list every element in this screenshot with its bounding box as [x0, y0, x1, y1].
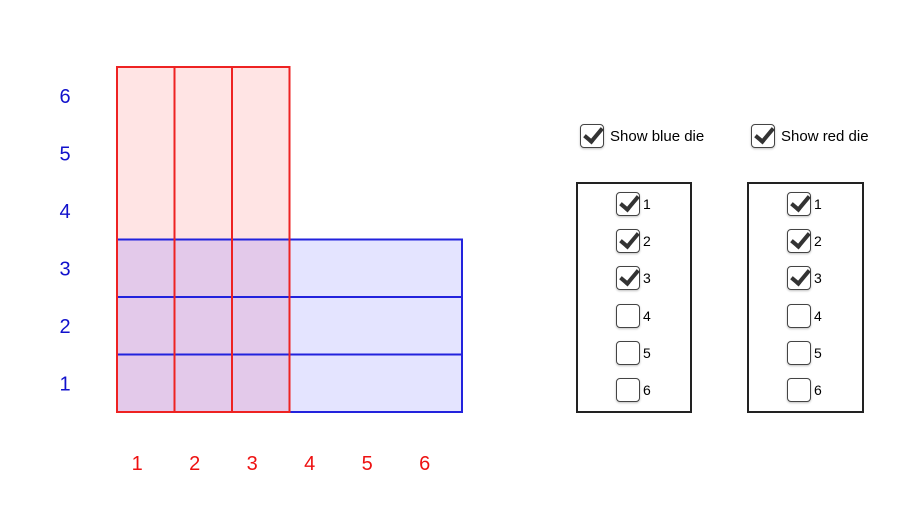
- red-die-value-6-checkbox[interactable]: [787, 378, 811, 402]
- red-die-label-6: 6: [419, 453, 430, 475]
- blue-die-label-3: 3: [59, 258, 70, 280]
- red-die-value-4-label: 4: [814, 307, 822, 324]
- blue-die-value-3[interactable]: 3: [616, 266, 651, 291]
- blue-die-value-1[interactable]: 1: [616, 192, 651, 216]
- red-die-value-5-checkbox[interactable]: [787, 340, 811, 365]
- blue-die-value-4-label: 4: [643, 307, 651, 324]
- show-red-die-toggle[interactable]: Show red die: [751, 124, 869, 148]
- blue-die-label-5: 5: [59, 143, 70, 165]
- red-die-value-2-checkbox[interactable]: [787, 229, 811, 254]
- red-strip-3: [231, 66, 291, 413]
- blue-die-value-1-checkbox[interactable]: [616, 192, 640, 216]
- red-die-value-2[interactable]: 2: [787, 229, 822, 254]
- red-die-value-4-checkbox[interactable]: [787, 303, 811, 328]
- blue-die-value-6[interactable]: 6: [616, 378, 651, 402]
- show-blue-die-label: Show blue die: [610, 127, 705, 145]
- show-blue-die-toggle[interactable]: Show blue die: [580, 124, 704, 148]
- blue-die-label-6: 6: [59, 86, 70, 108]
- blue-die-value-panel: 1 2 3 4 5 6: [576, 182, 692, 413]
- blue-die-value-2-checkbox[interactable]: [616, 229, 640, 254]
- blue-die-value-3-checkbox[interactable]: [616, 266, 640, 291]
- blue-die-value-1-label: 1: [643, 196, 651, 212]
- show-red-die-checkbox[interactable]: [751, 124, 775, 148]
- red-die-label-3: 3: [247, 453, 258, 475]
- red-die-value-6[interactable]: 6: [787, 378, 822, 402]
- red-die-value-4[interactable]: 4: [787, 303, 822, 328]
- show-red-die-label: Show red die: [781, 127, 869, 145]
- blue-die-value-6-label: 6: [643, 382, 651, 398]
- red-die-label-2: 2: [189, 453, 200, 475]
- red-die-label-5: 5: [362, 453, 373, 475]
- blue-die-value-6-checkbox[interactable]: [616, 378, 640, 402]
- red-die-label-1: 1: [132, 453, 143, 475]
- red-die-value-3-label: 3: [814, 270, 822, 287]
- blue-die-label-1: 1: [59, 373, 70, 395]
- red-die-value-2-label: 2: [814, 233, 822, 250]
- blue-die-value-5-checkbox[interactable]: [616, 340, 640, 365]
- blue-die-label-4: 4: [59, 201, 70, 223]
- red-die-value-panel: 1 2 3 4 5 6: [747, 182, 864, 413]
- red-die-value-1[interactable]: 1: [787, 192, 822, 216]
- red-die-value-3[interactable]: 3: [787, 266, 822, 291]
- red-die-value-1-label: 1: [814, 196, 822, 212]
- blue-die-value-2-label: 2: [643, 233, 651, 250]
- red-die-value-5[interactable]: 5: [787, 340, 822, 365]
- show-blue-die-checkbox[interactable]: [580, 124, 604, 148]
- red-die-value-6-label: 6: [814, 382, 822, 398]
- red-die-label-4: 4: [304, 453, 315, 475]
- blue-die-value-4-checkbox[interactable]: [616, 303, 640, 328]
- blue-die-value-5[interactable]: 5: [616, 340, 651, 365]
- blue-die-value-2[interactable]: 2: [616, 229, 651, 254]
- blue-die-value-3-label: 3: [643, 270, 651, 287]
- blue-die-value-5-label: 5: [643, 344, 651, 361]
- red-die-value-3-checkbox[interactable]: [787, 266, 811, 291]
- overlap-region-fill: [117, 239, 290, 412]
- blue-die-value-4[interactable]: 4: [616, 303, 651, 328]
- red-die-value-5-label: 5: [814, 344, 822, 361]
- red-die-value-1-checkbox[interactable]: [787, 192, 811, 216]
- blue-die-label-2: 2: [59, 316, 70, 338]
